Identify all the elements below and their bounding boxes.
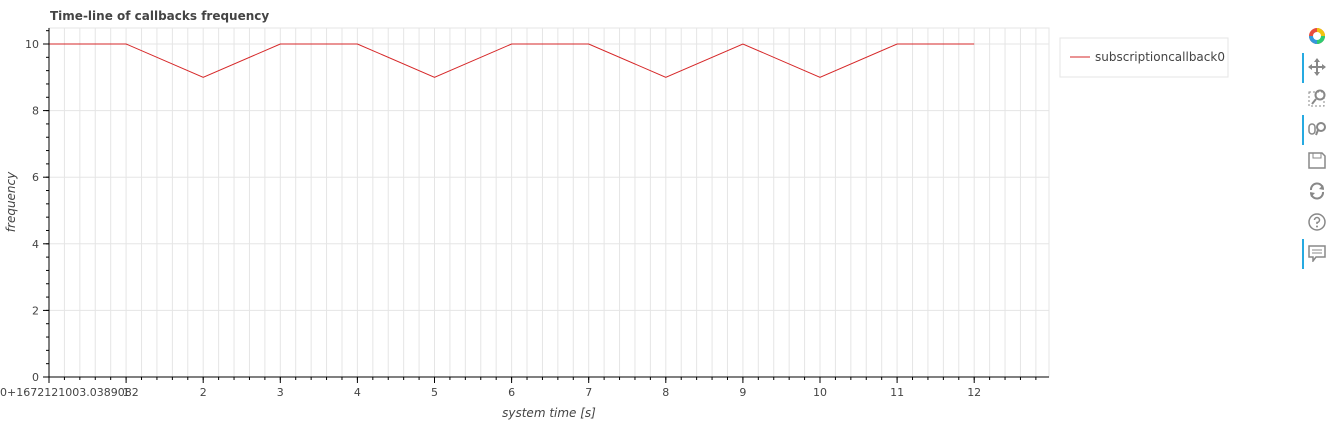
x-tick-label: 9 (739, 386, 746, 399)
y-tick-label: 8 (32, 105, 39, 118)
save-icon (1308, 152, 1326, 169)
x-tick-label: 8 (662, 386, 669, 399)
y-axis-label: frequency (4, 171, 18, 232)
legend: subscriptioncallback0 (1059, 37, 1229, 78)
y-tick-label: 6 (32, 171, 39, 184)
reset-icon (1310, 182, 1324, 200)
series-line (49, 43, 975, 78)
help-icon (1308, 213, 1326, 231)
x-tick-label: 0+1672121003.0389082 (0, 386, 139, 399)
help-tool[interactable] (1300, 208, 1333, 238)
reset-tool[interactable] (1300, 177, 1333, 207)
x-tick-label: 11 (890, 386, 904, 399)
wheel-zoom-tool[interactable] (1300, 115, 1333, 145)
series-layer (49, 43, 975, 78)
hover-tool[interactable] (1300, 239, 1333, 269)
chart-grid (48, 28, 1049, 378)
x-axis-label: system time [s] (502, 406, 596, 420)
x-tick-label: 2 (200, 386, 207, 399)
x-tick-label: 7 (585, 386, 592, 399)
box-zoom-icon (1308, 89, 1326, 107)
x-tick-label: 4 (354, 386, 361, 399)
y-tick-label: 10 (25, 38, 39, 51)
box-zoom-tool[interactable] (1300, 84, 1333, 114)
x-tick-label: 5 (431, 386, 438, 399)
y-tick-label: 2 (32, 304, 39, 317)
x-tick-label: 1 (123, 386, 130, 399)
x-tick-label: 12 (967, 386, 981, 399)
y-tick-label: 0 (32, 371, 39, 384)
hover-icon (1308, 245, 1326, 262)
bokeh-logo-icon (1309, 28, 1325, 44)
x-tick-label: 6 (508, 386, 515, 399)
save-tool[interactable] (1300, 146, 1333, 176)
plot-frame (48, 27, 1050, 378)
wheel-zoom-icon (1308, 122, 1326, 136)
bokeh-logo-tool[interactable] (1300, 22, 1333, 52)
y-tick-label: 4 (32, 238, 39, 251)
pan-icon (1308, 58, 1326, 76)
x-tick-label: 3 (277, 386, 284, 399)
chart-title: Time-line of callbacks frequency (50, 9, 269, 23)
chart: Time-line of callbacks frequency 0 2 4 6 8 10… (0, 9, 1229, 420)
pan-tool[interactable] (1300, 53, 1333, 83)
plot-toolbar (1300, 22, 1333, 270)
legend-item-label: subscriptioncallback0 (1095, 50, 1225, 64)
x-tick-label: 10 (813, 386, 827, 399)
